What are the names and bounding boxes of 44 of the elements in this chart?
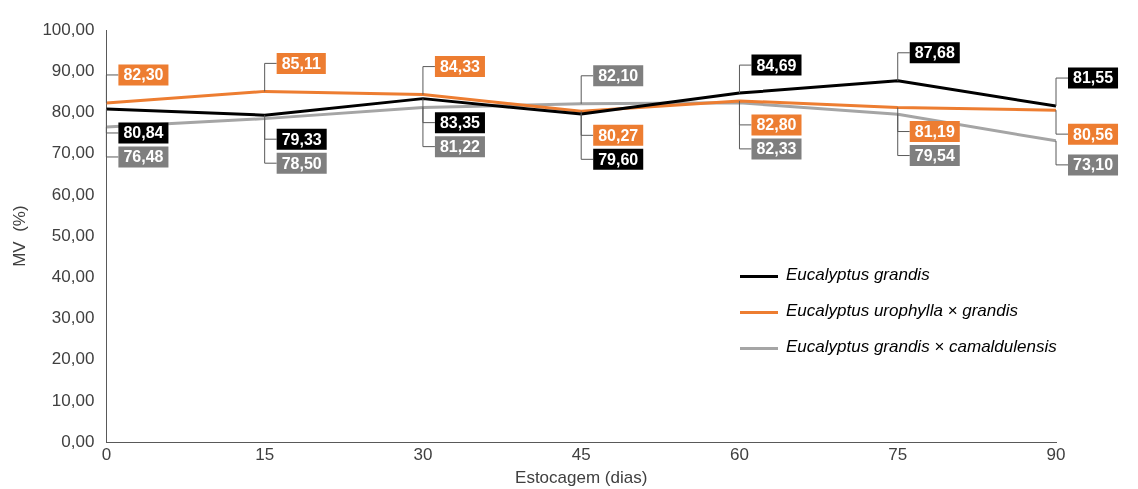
data-label: 84,33 [439,58,481,75]
y-axis-title: MV (%) [9,205,29,267]
data-label: 80,27 [598,126,639,144]
x-tick-label: 0 [101,445,112,465]
data-label: 82,30 [123,66,164,84]
y-tick-label: 10,00 [51,390,95,410]
data-label: 73,10 [1073,156,1114,174]
data-label: 79,60 [598,150,639,168]
y-tick-label: 0,00 [61,431,95,451]
data-label: 83,35 [439,114,481,132]
x-tick-label: 75 [888,445,908,465]
data-label: 79,54 [914,146,955,164]
x-tick-label: 90 [1046,445,1066,465]
y-tick-label: 60,00 [51,184,95,204]
data-label: 80,56 [1073,125,1114,143]
y-tick-label: 30,00 [51,308,95,328]
data-label: 82,10 [598,67,639,85]
data-label: 79,33 [281,130,322,148]
legend-label: Eucalyptus grandis [786,265,930,285]
x-tick-label: 60 [730,445,749,465]
data-label: 81,55 [1073,69,1114,87]
y-tick-label: 90,00 [51,60,95,80]
data-label: 80,84 [123,124,164,142]
x-tick-label: 30 [413,445,433,465]
data-label: 78,50 [281,154,322,172]
data-label: 84,69 [756,56,797,74]
y-tick-label: 70,00 [51,143,95,163]
legend-label: Eucalyptus urophylla × grandis [786,301,1018,321]
data-label: 85,11 [281,54,321,72]
data-label: 82,33 [756,140,797,158]
data-label: 87,68 [914,44,955,62]
x-axis-title: Estocagem (dias) [515,468,648,488]
data-label: 76,48 [123,148,164,166]
data-label: 81,19 [914,122,955,140]
y-tick-label: 50,00 [51,225,95,245]
x-tick-label: 45 [571,445,591,465]
data-label: 82,80 [756,116,797,134]
x-tick-label: 15 [255,445,275,465]
y-tick-label: 20,00 [51,349,95,369]
y-tick-label: 40,00 [51,267,95,287]
y-tick-label: 80,00 [51,102,95,122]
legend-label: Eucalyptus grandis × camaldulensis [786,337,1057,357]
y-tick-label: 100,00 [42,19,95,39]
data-label: 81,22 [439,138,481,156]
